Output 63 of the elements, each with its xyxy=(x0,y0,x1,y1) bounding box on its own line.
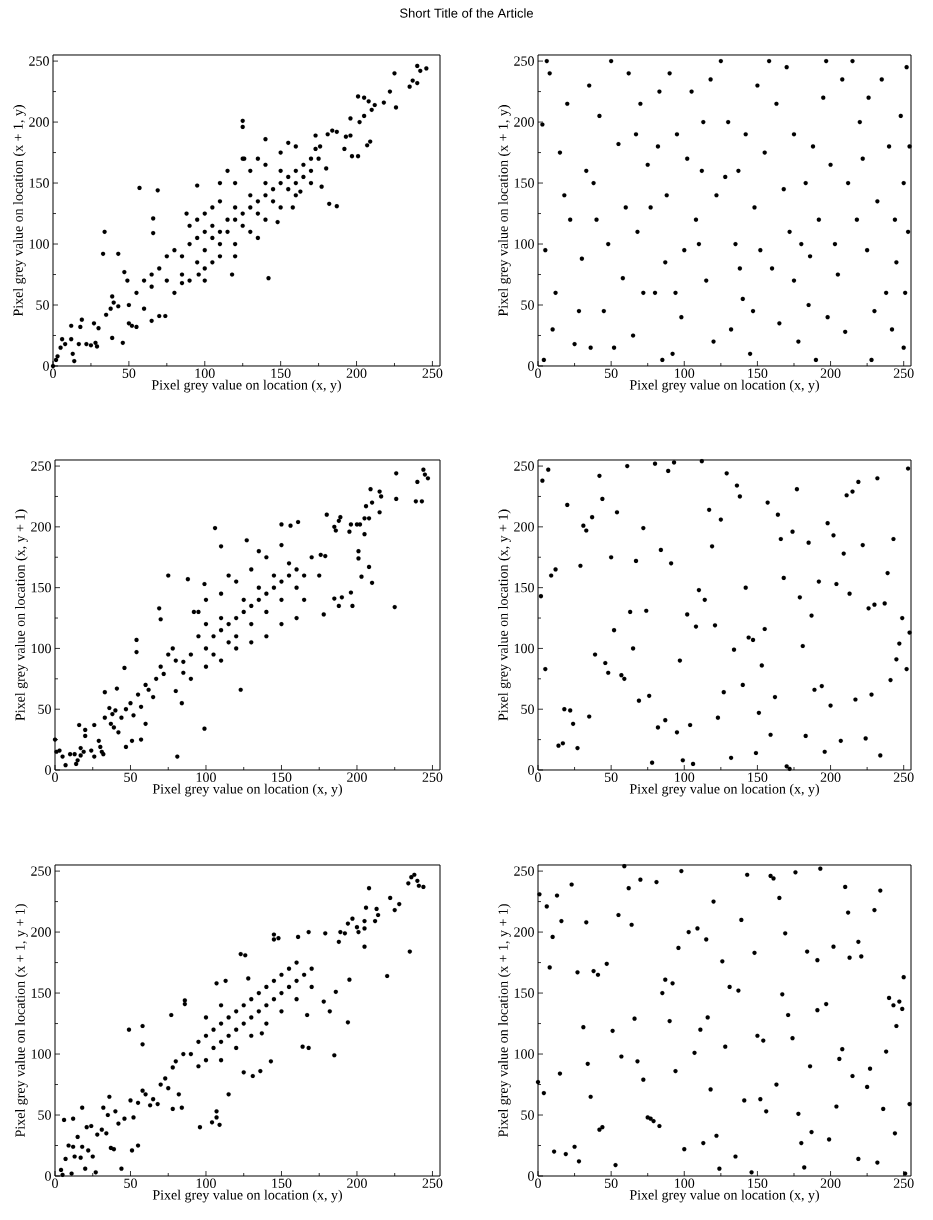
y-axis-title: Pixel grey value on location (x, y + 1) xyxy=(15,509,28,721)
y-axis-title: Pixel grey value on location (x, y + 1) xyxy=(498,509,511,721)
x-tick-label: 0 xyxy=(535,772,541,782)
x-tick-label: 100 xyxy=(675,772,695,782)
y-tick-label: 150 xyxy=(31,582,51,593)
y-tick-label: 100 xyxy=(514,643,534,654)
y-tick-label: 100 xyxy=(31,643,51,654)
x-axis-title: Pixel grey value on location (x, y) xyxy=(152,783,342,797)
x-tick-label: 200 xyxy=(347,1178,367,1188)
y-tick-label: 0 xyxy=(45,1171,51,1181)
x-axis-title: Pixel grey value on location (x, y) xyxy=(152,1189,342,1203)
x-tick-label: 100 xyxy=(196,772,216,782)
y-tick-label: 250 xyxy=(31,461,51,471)
y-tick-label: 100 xyxy=(31,1049,51,1059)
x-tick-label: 250 xyxy=(893,368,914,378)
y-tick-label: 50 xyxy=(521,1110,534,1120)
y-axis-title: Pixel grey value on location (x + 1, y + 1) xyxy=(15,904,28,1137)
y-tick-label: 200 xyxy=(31,522,51,532)
y-tick-label: 250 xyxy=(514,461,534,471)
y-tick-label: 50 xyxy=(38,1110,51,1120)
x-axis-title: Pixel grey value on location (x, y) xyxy=(629,379,819,393)
x-tick-label: 200 xyxy=(820,772,841,782)
y-tick-label: 50 xyxy=(521,704,534,714)
x-tick-label: 200 xyxy=(820,368,841,378)
x-tick-label: 150 xyxy=(748,368,768,378)
x-tick-label: 50 xyxy=(604,1178,618,1188)
x-tick-label: 250 xyxy=(893,1178,914,1188)
y-tick-label: 150 xyxy=(31,988,51,998)
y-tick-label: 150 xyxy=(514,582,534,593)
x-tick-label: 250 xyxy=(422,772,443,782)
x-tick-label: 250 xyxy=(893,772,914,782)
x-tick-label: 200 xyxy=(347,772,367,782)
x-tick-label: 50 xyxy=(604,772,618,782)
x-axis-title: Pixel grey value on location (x, y) xyxy=(629,783,819,797)
x-tick-label: 50 xyxy=(604,368,618,378)
y-tick-label: 100 xyxy=(514,1049,534,1059)
x-tick-label: 150 xyxy=(272,772,292,782)
x-tick-label: 150 xyxy=(272,1178,292,1188)
x-tick-label: 100 xyxy=(675,368,695,378)
y-tick-label: 150 xyxy=(514,988,534,998)
x-tick-label: 150 xyxy=(748,772,768,782)
y-tick-label: 200 xyxy=(31,927,51,937)
y-axis-title: Pixel grey value on location (x + 1, y + 1) xyxy=(498,904,511,1137)
y-tick-label: 0 xyxy=(45,765,51,775)
y-tick-label: 200 xyxy=(514,522,534,532)
x-tick-label: 0 xyxy=(535,1178,541,1188)
x-tick-label: 200 xyxy=(820,1178,841,1188)
x-tick-label: 150 xyxy=(748,1178,768,1188)
y-tick-label: 0 xyxy=(528,1171,534,1181)
y-tick-label: 250 xyxy=(31,866,51,876)
x-tick-label: 0 xyxy=(535,368,541,378)
x-tick-label: 100 xyxy=(675,1178,695,1188)
x-tick-label: 50 xyxy=(124,772,137,782)
x-tick-label: 0 xyxy=(52,772,58,782)
y-tick-label: 250 xyxy=(514,866,534,876)
y-tick-label: 0 xyxy=(528,765,534,775)
x-tick-label: 100 xyxy=(196,1178,216,1188)
x-axis-title: Pixel grey value on location (x, y) xyxy=(629,1189,819,1203)
x-tick-label: 250 xyxy=(422,1178,443,1188)
x-tick-label: 0 xyxy=(52,1178,58,1188)
x-tick-label: 50 xyxy=(124,1178,137,1188)
y-tick-label: 200 xyxy=(514,927,534,937)
y-tick-label: 50 xyxy=(38,704,51,714)
